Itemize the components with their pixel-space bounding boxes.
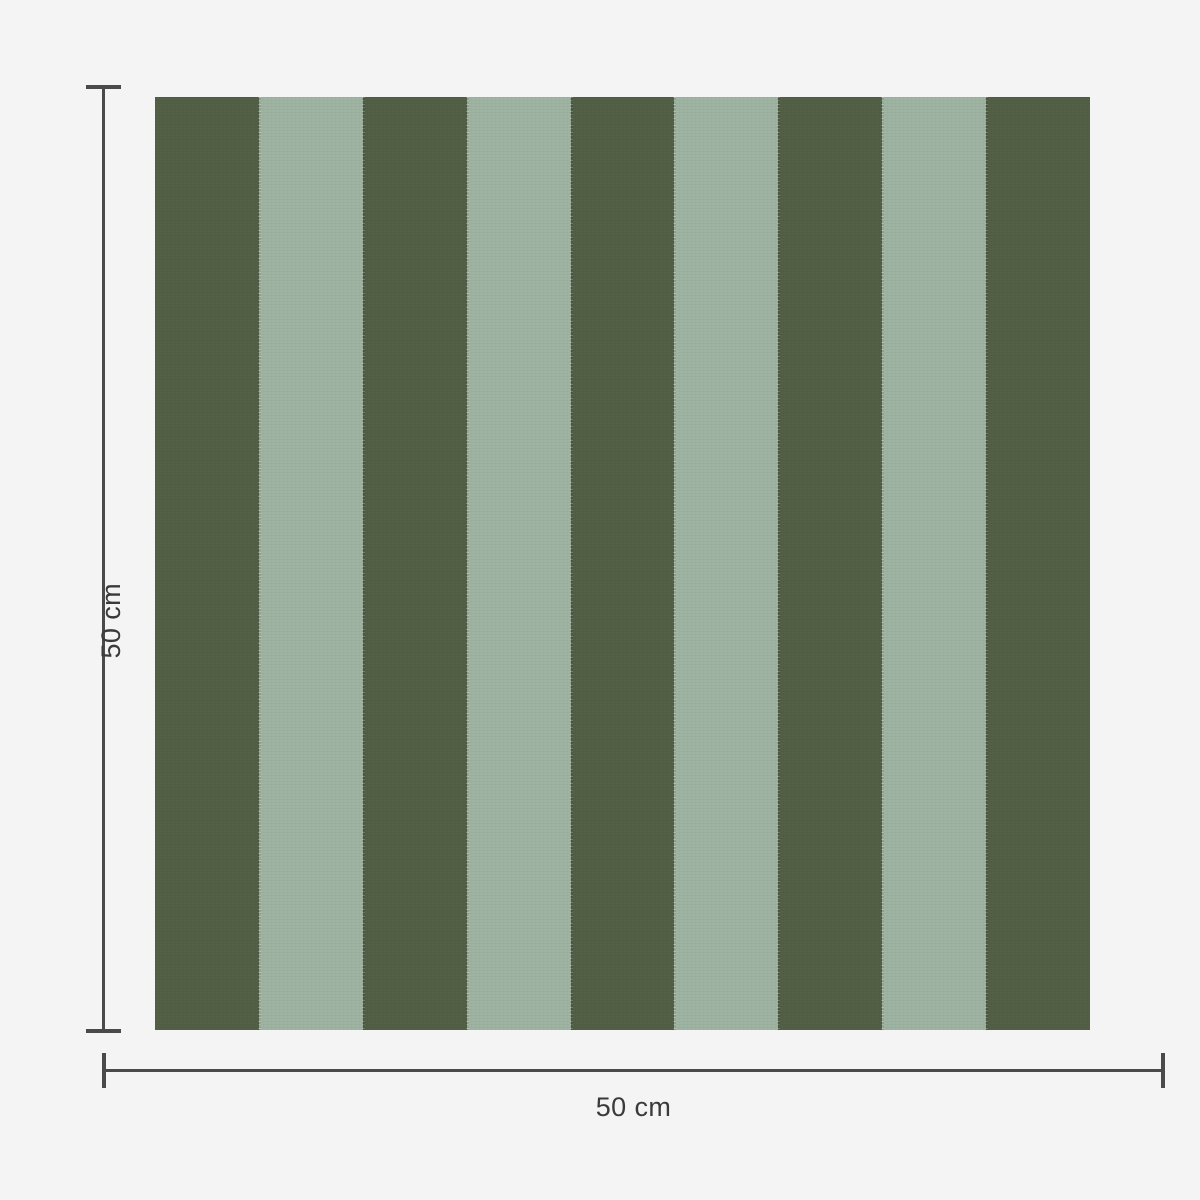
stripe-edge-3 [465, 97, 469, 1030]
stripe-8-light [882, 97, 987, 1030]
stripe-1-dark [155, 97, 260, 1030]
horizontal-dimension-label: 50 cm [595, 1092, 672, 1122]
stripe-7-dark [778, 97, 883, 1030]
striped-fabric-swatch [155, 97, 1090, 1030]
stripe-6-light [674, 97, 779, 1030]
stripe-edge-4 [569, 97, 573, 1030]
stripe-edge-6 [777, 97, 781, 1030]
vertical-dimension-line [102, 86, 105, 1033]
stripe-edge-5 [673, 97, 677, 1030]
stripe-edge-1 [257, 97, 261, 1030]
stripe-edge-7 [881, 97, 885, 1030]
vertical-dimension-label: 50 cm [96, 583, 127, 679]
horizontal-dimension-cap-left [102, 1053, 106, 1088]
stripe-9-dark [986, 97, 1090, 1030]
stripe-group [155, 97, 1090, 1030]
vertical-dimension-cap-bottom [86, 1029, 121, 1033]
stripe-edge-2 [361, 97, 365, 1030]
stripe-3-dark [362, 97, 468, 1030]
stripe-4-light [466, 97, 572, 1030]
horizontal-dimension-cap-right [1161, 1053, 1165, 1088]
stripe-5-dark [570, 97, 676, 1030]
vertical-dimension-cap-top [86, 85, 121, 89]
horizontal-dimension-line [103, 1069, 1164, 1072]
stripe-2-light [258, 97, 364, 1030]
vertical-dimension-label-text: 50 cm [96, 583, 126, 659]
stripe-edge-8 [985, 97, 989, 1030]
